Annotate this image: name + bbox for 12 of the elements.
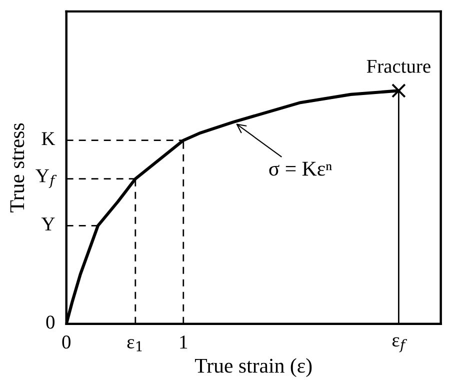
- ref-line-label: Y$_{f}$: [36, 169, 57, 188]
- ref-line-label: Y: [41, 218, 55, 230]
- x-tick-label: 0: [62, 336, 70, 349]
- annotation: Fracture: [366, 60, 430, 73]
- text: 0: [46, 316, 55, 329]
- x-tick-label: 1: [180, 336, 188, 348]
- ref-line-label: K: [42, 132, 56, 146]
- y-axis-title: True stress: [10, 123, 24, 212]
- x-tick-label: ε$_{1}$: [127, 339, 142, 352]
- annotation: σ = Kεⁿ: [269, 162, 332, 176]
- x-tick-label: ε$_{f}$: [392, 337, 408, 352]
- x-axis-title: True strain (ε): [195, 358, 312, 378]
